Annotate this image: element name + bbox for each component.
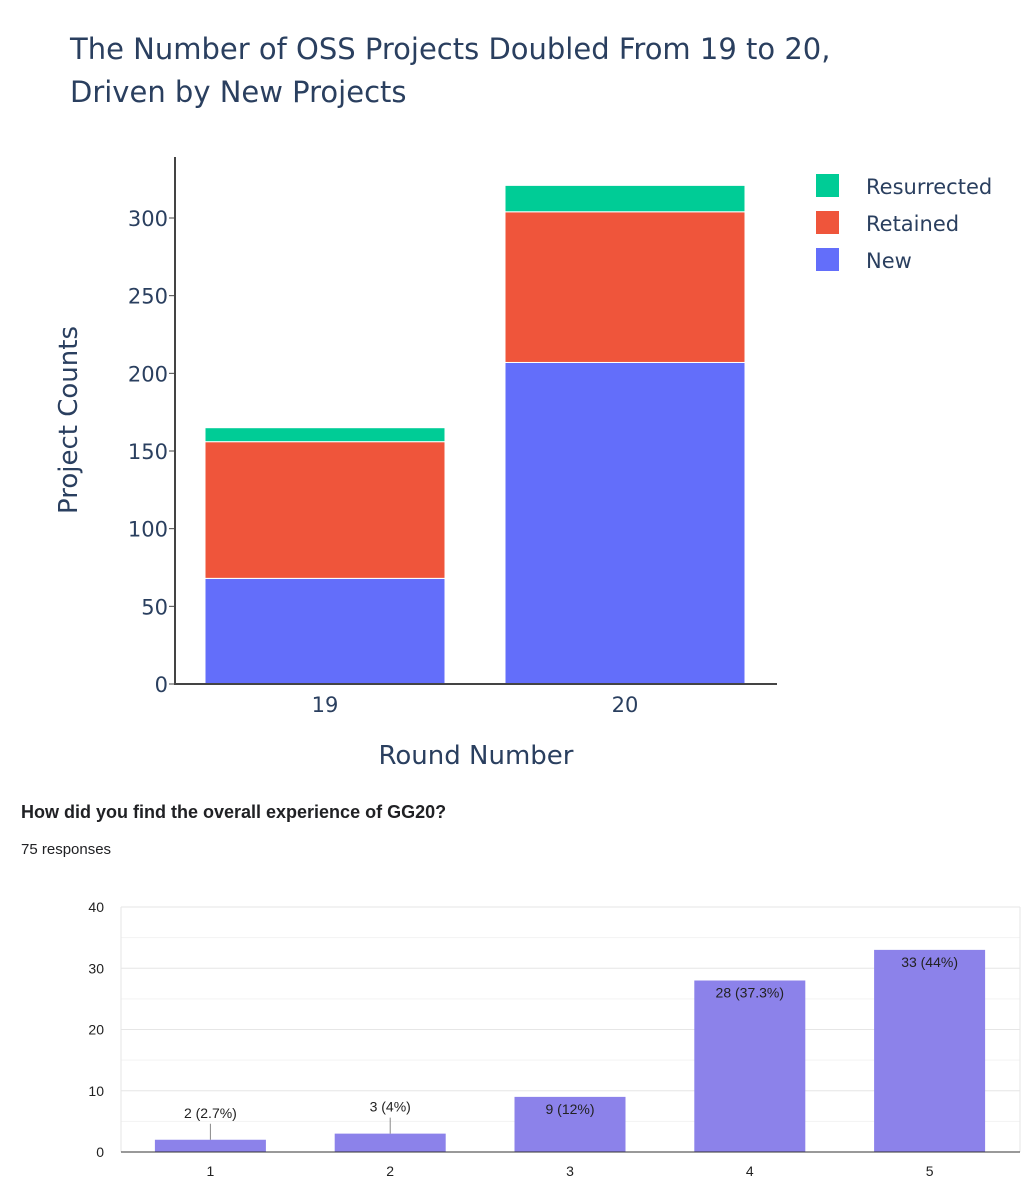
data-label-5: 33 (44%) (901, 954, 958, 970)
chart2-bars: 2 (2.7%) 3 (4%) 9 (12%) 28 (37.3%) 33 (44%) (154, 949, 986, 1153)
y-tick-label-0: 0 (96, 1144, 104, 1160)
x-tick-label-19: 19 (312, 693, 339, 717)
y-tick-label-50: 50 (141, 595, 168, 619)
legend-swatch-new[interactable] (816, 248, 839, 271)
y-tick-label-250: 250 (128, 285, 168, 309)
survey-bar-chart: How did you find the overall experience … (21, 802, 1021, 1179)
data-label-3: 9 (12%) (545, 1101, 594, 1117)
bar-new-19[interactable] (204, 577, 446, 685)
chart1-x-ticks: 19 20 (312, 693, 639, 717)
chart1-y-axis-label: Project Counts (54, 326, 84, 514)
bar-new-20[interactable] (504, 361, 746, 685)
bar-resurrected-20[interactable] (504, 184, 746, 213)
y-tick-label-0: 0 (155, 673, 168, 697)
y-tick-label-150: 150 (128, 440, 168, 464)
x-tick-label-4: 4 (746, 1163, 754, 1179)
legend-label-new[interactable]: New (866, 249, 912, 273)
legend-swatch-resurrected[interactable] (816, 174, 839, 197)
chart1-bars (204, 184, 746, 685)
y-tick-label-300: 300 (128, 207, 168, 231)
chart1-y-ticks: 0 50 100 150 200 250 300 (128, 207, 175, 697)
chart1-x-axis-label: Round Number (379, 741, 574, 770)
y-tick-label-20: 20 (88, 1022, 104, 1038)
bar-retained-20[interactable] (504, 211, 746, 363)
legend-swatch-retained[interactable] (816, 211, 839, 234)
chart2-x-ticks: 1 2 3 4 5 (207, 1163, 934, 1179)
y-tick-label-10: 10 (88, 1083, 104, 1099)
chart2-question-title: How did you find the overall experience … (21, 802, 446, 822)
chart2-y-ticks: 0 10 20 30 40 (88, 899, 104, 1160)
bar-resurrected-19[interactable] (204, 427, 446, 443)
chart1-title-line-2: Driven by New Projects (70, 75, 407, 109)
y-tick-label-30: 30 (88, 960, 104, 976)
x-tick-label-1: 1 (207, 1163, 215, 1179)
bar-retained-19[interactable] (204, 441, 446, 579)
bar-4[interactable] (694, 980, 806, 1153)
data-label-4: 28 (37.3%) (716, 985, 784, 1001)
chart1-title-line-1: The Number of OSS Projects Doubled From … (69, 32, 830, 66)
data-label-2: 3 (4%) (370, 1099, 411, 1115)
legend-label-retained[interactable]: Retained (866, 212, 959, 236)
x-tick-label-2: 2 (386, 1163, 394, 1179)
chart2-response-count: 75 responses (21, 841, 111, 858)
y-tick-label-200: 200 (128, 362, 168, 386)
bar-5[interactable] (874, 949, 986, 1152)
y-tick-label-40: 40 (88, 899, 104, 915)
y-tick-label-100: 100 (128, 518, 168, 542)
x-tick-label-20: 20 (612, 693, 639, 717)
data-label-1: 2 (2.7%) (184, 1105, 237, 1121)
bar-3[interactable] (514, 1096, 626, 1152)
chart1-legend[interactable]: Resurrected Retained New (816, 174, 992, 273)
legend-label-resurrected[interactable]: Resurrected (866, 175, 992, 199)
x-tick-label-5: 5 (926, 1163, 934, 1179)
stacked-bar-chart: The Number of OSS Projects Doubled From … (54, 32, 992, 770)
bar-1[interactable] (154, 1139, 266, 1152)
x-tick-label-3: 3 (566, 1163, 574, 1179)
bar-2[interactable] (334, 1133, 446, 1152)
